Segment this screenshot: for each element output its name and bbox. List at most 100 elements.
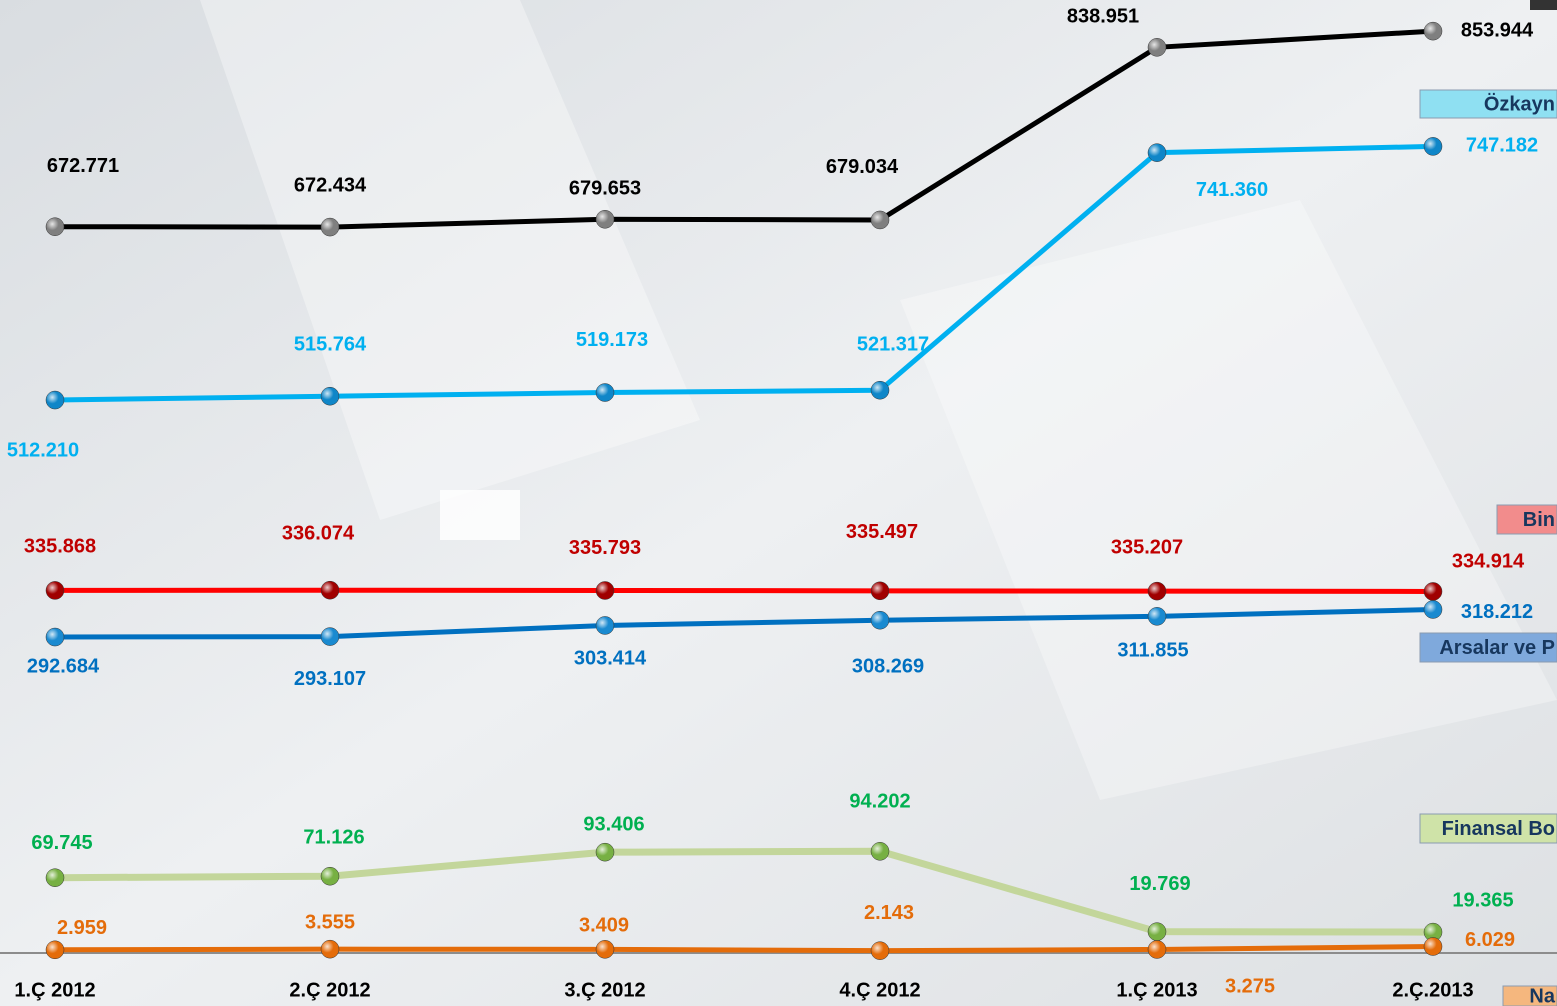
data-label: 303.414	[574, 648, 647, 670]
data-label: 2.143	[864, 902, 914, 924]
marker-shine	[321, 387, 339, 406]
data-label: 335.497	[846, 521, 918, 543]
data-label: 94.202	[849, 791, 910, 813]
data-label: 838.951	[1067, 6, 1139, 28]
data-label: 6.029	[1465, 929, 1515, 951]
data-label: 335.793	[569, 537, 641, 559]
marker-shine	[596, 210, 614, 229]
legend-label: Bin	[1523, 509, 1555, 531]
marker-shine	[1424, 923, 1442, 942]
data-label: 512.210	[7, 439, 79, 461]
background-shape	[200, 0, 700, 520]
legend-box	[1419, 632, 1557, 663]
data-label: 679.034	[826, 156, 899, 178]
data-label: 3.275	[1225, 976, 1275, 998]
data-label: 335.207	[1111, 536, 1183, 558]
data-label: 515.764	[294, 333, 367, 355]
legend-box	[1419, 89, 1557, 119]
data-label: 3.555	[305, 911, 355, 933]
data-label: 2.959	[57, 917, 107, 939]
series-line	[54, 587, 1434, 594]
data-label: 308.269	[852, 655, 924, 677]
marker-shine	[596, 383, 614, 402]
background-shape	[900, 200, 1557, 800]
series-line	[54, 847, 1434, 936]
marker-shine	[1424, 937, 1442, 956]
marker-shine	[1148, 607, 1166, 626]
x-tick-label: 1.Ç 2012	[14, 979, 95, 1001]
marker-shine	[596, 940, 614, 959]
data-label: 318.212	[1461, 601, 1533, 623]
data-label: 19.365	[1452, 889, 1513, 911]
data-label: 71.126	[303, 826, 364, 848]
data-label: 69.745	[31, 832, 92, 854]
data-label: 334.914	[1452, 551, 1525, 573]
series-line	[54, 943, 1434, 954]
data-label: 336.074	[282, 522, 355, 544]
series-line	[54, 143, 1434, 403]
x-tick-label: 2.Ç 2012	[289, 979, 370, 1001]
marker-shine	[596, 843, 614, 862]
marker-shine	[46, 940, 64, 959]
x-tick-label: 4.Ç 2012	[839, 979, 920, 1001]
x-tick-label: 2.Ç.2013	[1392, 979, 1473, 1001]
data-label: 672.771	[47, 155, 119, 177]
marker-shine	[871, 842, 889, 861]
background-shape	[440, 490, 520, 540]
legend-label: Finansal Bo	[1442, 818, 1555, 840]
legend-box	[1530, 0, 1557, 10]
marker-shine	[1148, 143, 1166, 162]
legend-label: Arsalar ve P	[1439, 637, 1555, 659]
marker-shine	[46, 581, 64, 600]
data-label: 293.107	[294, 668, 366, 690]
marker-shine	[871, 941, 889, 960]
data-label: 741.360	[1196, 179, 1268, 201]
data-label: 672.434	[294, 174, 367, 196]
data-label: 679.653	[569, 178, 641, 200]
marker-shine	[46, 628, 64, 647]
marker-shine	[871, 581, 889, 600]
x-tick-label: 3.Ç 2012	[564, 979, 645, 1001]
marker-shine	[1424, 22, 1442, 41]
marker-shine	[321, 581, 339, 600]
data-label: 311.855	[1117, 640, 1188, 662]
marker-shine	[321, 627, 339, 646]
legend-label: Özkayn	[1484, 92, 1555, 115]
legend-box	[1419, 813, 1557, 844]
data-label: 93.406	[583, 813, 644, 835]
marker-shine	[46, 868, 64, 887]
data-label: 747.182	[1466, 135, 1538, 157]
marker-shine	[321, 867, 339, 886]
x-tick-label: 1.Ç 2013	[1116, 979, 1197, 1001]
marker-shine	[1148, 38, 1166, 57]
marker-shine	[1148, 922, 1166, 941]
legend-box	[1496, 504, 1557, 535]
marker-shine	[596, 616, 614, 635]
data-label: 292.684	[27, 655, 100, 677]
data-label: 3.409	[579, 915, 629, 937]
marker-shine	[871, 611, 889, 630]
marker-shine	[871, 210, 889, 229]
data-label: 19.769	[1129, 873, 1190, 895]
marker-shine	[46, 391, 64, 410]
marker-shine	[1424, 582, 1442, 601]
series-line	[54, 606, 1434, 640]
data-label: 519.173	[576, 329, 648, 351]
series-line	[54, 28, 1434, 230]
data-label: 521.317	[857, 333, 929, 355]
marker-shine	[871, 381, 889, 400]
data-label: 335.868	[24, 536, 96, 558]
marker-shine	[321, 940, 339, 959]
marker-shine	[321, 218, 339, 237]
marker-shine	[1424, 600, 1442, 619]
data-label: 853.944	[1461, 19, 1534, 41]
legend-box	[1502, 985, 1557, 1006]
marker-shine	[1424, 137, 1442, 156]
legend-label: Na	[1529, 985, 1555, 1006]
marker-shine	[596, 581, 614, 600]
marker-shine	[1148, 582, 1166, 601]
marker-shine	[46, 217, 64, 236]
marker-shine	[1148, 940, 1166, 959]
